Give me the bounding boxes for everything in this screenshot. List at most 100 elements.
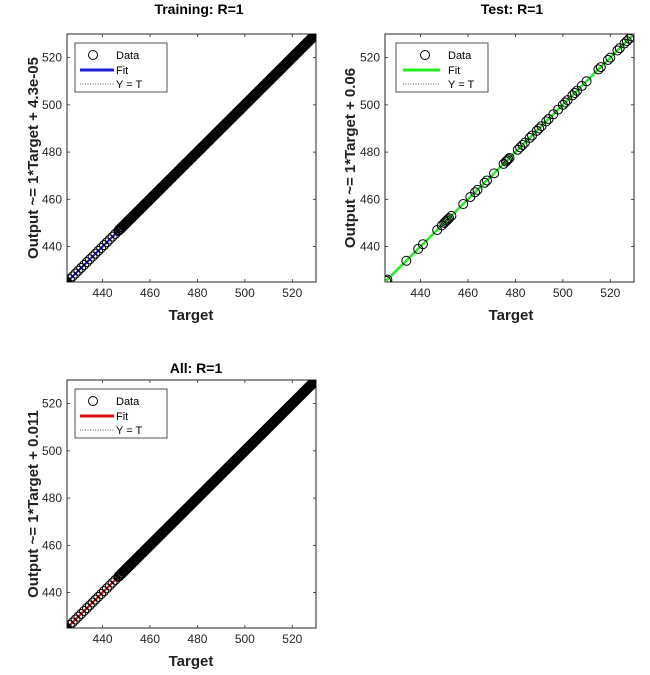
legend-yt-label: Y = T xyxy=(116,425,142,437)
y-tick-label: 520 xyxy=(360,51,380,65)
data-point xyxy=(76,262,87,273)
y-tick-label: 480 xyxy=(360,145,380,159)
legend-data-label: Data xyxy=(116,50,140,62)
y-tick-label: 440 xyxy=(42,586,62,600)
data-marks xyxy=(385,34,634,282)
legend-data-label: Data xyxy=(448,50,472,62)
y-tick-label: 460 xyxy=(42,192,62,206)
data-point xyxy=(308,34,316,42)
panel-title: Test: R=1 xyxy=(481,1,544,17)
legend: Data Fit Y = T xyxy=(74,388,168,439)
data-point xyxy=(87,251,98,262)
x-tick-label: 440 xyxy=(93,286,113,300)
data-point xyxy=(385,275,392,282)
data-point xyxy=(87,597,98,608)
data-point xyxy=(517,140,528,151)
legend-data-marker xyxy=(88,50,98,60)
x-tick-label: 500 xyxy=(235,286,255,300)
data-marks xyxy=(67,380,316,628)
data-point xyxy=(73,265,84,276)
x-tick-label: 500 xyxy=(553,286,573,300)
x-tick-label: 460 xyxy=(140,632,160,646)
data-point xyxy=(524,132,535,143)
x-tick-label: 480 xyxy=(187,286,207,300)
data-point xyxy=(472,184,483,195)
data-point xyxy=(76,608,87,619)
x-tick-label: 460 xyxy=(140,286,160,300)
panel-title: Training: R=1 xyxy=(154,1,243,17)
data-point xyxy=(479,177,490,188)
y-axis-label: Output ~= 1*Target + 0.011 xyxy=(25,410,42,598)
data-point xyxy=(93,591,104,602)
x-axis-label: Target xyxy=(169,653,214,670)
data-point xyxy=(96,588,107,599)
data-point xyxy=(307,380,316,389)
y-tick-label: 460 xyxy=(360,192,380,206)
tick-group: 440 460 480 500 520 440 460 480 500 520 xyxy=(42,380,316,646)
data-point xyxy=(581,76,592,87)
data-point xyxy=(605,52,616,63)
data-point xyxy=(81,257,92,268)
data-point xyxy=(489,168,500,179)
data-point xyxy=(90,248,101,259)
data-point xyxy=(560,97,571,108)
data-point xyxy=(90,594,101,605)
x-tick-label: 480 xyxy=(505,286,525,300)
data-point xyxy=(107,231,118,242)
legend: Data Fit Y = T xyxy=(74,42,168,93)
data-point xyxy=(595,62,606,73)
data-point xyxy=(84,600,95,611)
data-point xyxy=(602,54,613,65)
data-point xyxy=(502,155,513,166)
panel-training: Training: R=1 440 460 480 500 520 440 460 480 50… xyxy=(25,1,317,324)
x-tick-label: 460 xyxy=(458,286,478,300)
data-point xyxy=(534,123,545,134)
data-point xyxy=(500,156,511,167)
data-point xyxy=(593,64,604,75)
data-point xyxy=(79,259,90,270)
data-point xyxy=(70,268,81,279)
y-axis-label: Output ~= 1*Target + 0.06 xyxy=(342,68,359,248)
y-tick-label: 460 xyxy=(42,538,62,552)
legend-data-marker xyxy=(88,396,98,406)
legend: Data Fit Y = T xyxy=(395,42,489,93)
data-point xyxy=(612,45,623,56)
panel-test: Test: R=1 440 460 480 500 520 440 460 480 500 520… xyxy=(342,1,635,324)
data-point xyxy=(98,240,109,251)
data-point xyxy=(624,34,634,44)
data-point xyxy=(444,213,455,224)
data-point xyxy=(440,216,451,227)
tick-group: 440 460 480 500 520 440 460 480 500 520 xyxy=(42,34,316,300)
tick-group: 440 460 480 500 520 440 460 480 500 520 xyxy=(360,34,634,300)
x-tick-label: 480 xyxy=(187,632,207,646)
data-point xyxy=(385,274,393,282)
y-tick-label: 500 xyxy=(360,98,380,112)
data-point xyxy=(626,34,634,42)
data-point xyxy=(67,274,75,282)
x-tick-label: 520 xyxy=(600,286,620,300)
data-point xyxy=(67,617,78,628)
data-point xyxy=(503,154,514,165)
x-tick-label: 440 xyxy=(93,632,113,646)
data-point xyxy=(70,614,81,625)
legend-fit-label: Fit xyxy=(448,65,460,77)
data-point xyxy=(417,239,428,250)
data-point xyxy=(101,583,112,594)
legend-fit-label: Fit xyxy=(116,65,128,77)
data-point xyxy=(93,245,104,256)
data-point xyxy=(308,380,316,388)
data-point xyxy=(67,277,72,282)
data-point xyxy=(442,214,453,225)
y-axis-label: Output ~= 1*Target + 4.3e-05 xyxy=(25,57,42,259)
data-point xyxy=(84,254,95,265)
panel-all: All: R=1 440 460 480 500 520440460480500520 … xyxy=(25,360,317,670)
panel-title: All: R=1 xyxy=(170,360,223,376)
data-point xyxy=(307,34,316,43)
data-point xyxy=(401,255,412,266)
data-marks xyxy=(67,34,316,282)
data-point xyxy=(458,199,469,210)
data-point xyxy=(481,175,492,186)
x-tick-label: 500 xyxy=(235,632,255,646)
legend-yt-label: Y = T xyxy=(116,79,142,91)
data-point xyxy=(107,577,118,588)
